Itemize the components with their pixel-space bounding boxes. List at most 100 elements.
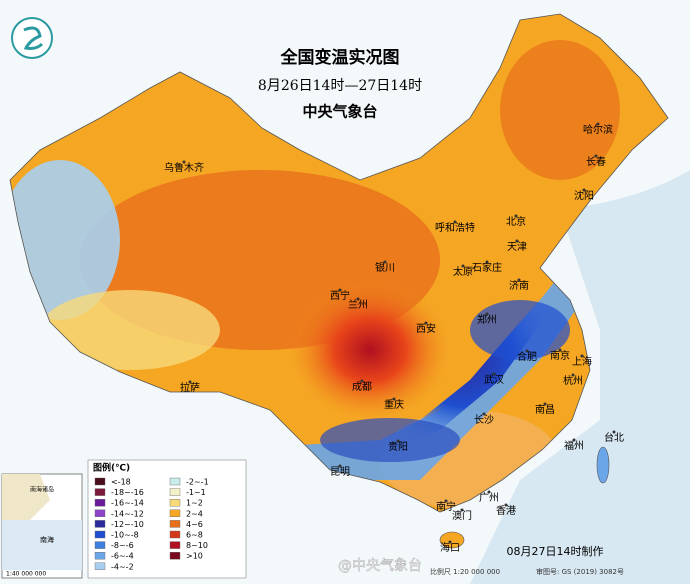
city-label: 澳门 [452,509,472,522]
approval-no: 审图号: GS (2019) 3082号 [536,567,624,576]
city-label: 武汉 [484,373,504,386]
city-dot [572,438,576,442]
city-label: 北京 [506,215,526,228]
legend-swatch [94,520,106,528]
city-dot [612,430,616,434]
legend: <-18-18~-16 -16~-14-14~-12 -12~-10 -10~-8-8… [94,477,209,571]
city-label: 长春 [586,156,606,168]
legend-label: -12~-10 [111,520,144,529]
legend-label: >10 [186,552,203,561]
city-dot [453,220,457,224]
city-label: 台北 [604,431,624,444]
city-label: 福州 [564,439,584,452]
city-dot [482,412,486,416]
city-label: 贵阳 [388,440,408,453]
city-dot [182,160,186,164]
legend-swatch [94,552,106,560]
city-label: 昆明 [330,466,350,478]
legend-swatch [169,520,181,528]
legend-swatch [169,488,181,496]
city-label: 广州 [479,492,499,504]
city-dot [396,439,400,443]
city-label: 南宁 [436,500,456,513]
issuer: 中央气象台 [302,103,377,121]
city-label: 沈阳 [574,189,594,202]
legend-label: -2~-1 [186,478,209,487]
city-dot [558,348,562,352]
city-dot [582,188,586,192]
city-label: 杭州 [563,374,583,387]
legend-label: 6~8 [186,531,203,540]
legend-swatch [169,509,181,517]
legend-label: -18~-16 [111,488,144,497]
city-label: 石家庄 [472,261,502,274]
hainan [439,531,465,549]
inset-sea [2,520,82,570]
logo [11,17,53,59]
legend-swatch [169,499,181,507]
border [9,13,669,513]
city-label: 拉萨 [180,381,200,394]
legend-swatch [94,509,106,517]
city-dot [383,260,387,264]
city-label: 西安 [416,322,436,335]
legend-swatch [169,541,181,549]
city-dot [338,464,342,468]
city-label: 兰州 [348,298,368,311]
logo-mark [23,26,44,50]
city-label: 呼和浩特 [435,222,475,234]
city-dot [485,312,489,316]
city-dot [485,260,489,264]
city-dot [461,264,465,268]
city-label: 西宁 [330,289,350,302]
city-dot [338,288,342,292]
title: 全国变温实况图 [280,47,400,68]
city-dot [492,372,496,376]
city-dot [356,297,360,301]
city-label: 重庆 [384,398,404,411]
legend-label: -4~-2 [111,562,134,571]
city-dot [360,379,364,383]
legend-swatch [94,541,106,549]
legend-label: 2~4 [186,509,203,518]
city-dot [487,490,491,494]
inset-scale: 1:40 000 000 [6,571,46,578]
city-dot [460,508,464,512]
legend-label: 4~6 [186,520,203,529]
taiwan [596,446,610,484]
city-dot [392,397,396,401]
legend-swatch [94,530,106,539]
legend-label: -16~-14 [111,499,144,508]
city-label: 上海 [572,355,592,368]
city-label: 长沙 [474,414,494,426]
city-label: 哈尔滨 [583,123,613,136]
city-label: 南昌 [535,403,555,416]
legend-label: <-18 [111,478,131,487]
legend-swatch [94,562,106,570]
city-dot [517,278,521,282]
city-label: 天津 [507,241,527,253]
legend-label: -8~-6 [111,541,134,550]
legend-swatch [94,499,106,507]
legend-label: 1~2 [186,499,203,508]
city-dot [188,380,192,384]
legend-label: -6~-4 [111,552,134,561]
legend-label: 8~10 [186,541,208,550]
city-dot [424,321,428,325]
legend-swatch [94,488,106,496]
legend-swatch [94,477,106,486]
inset-land [2,474,50,520]
legend-swatch [169,530,181,539]
legend-label: -14~-12 [111,509,144,518]
legend-label: -10~-8 [111,531,139,540]
city-dot [525,349,529,353]
city-label: 太原 [453,265,473,278]
city-label: 香港 [496,505,516,517]
city-dot [504,503,508,507]
city-dot [448,540,452,544]
city-label: 成都 [352,381,372,393]
city-dot [580,354,584,358]
made-time: 08月27日14时制作 [507,545,604,558]
